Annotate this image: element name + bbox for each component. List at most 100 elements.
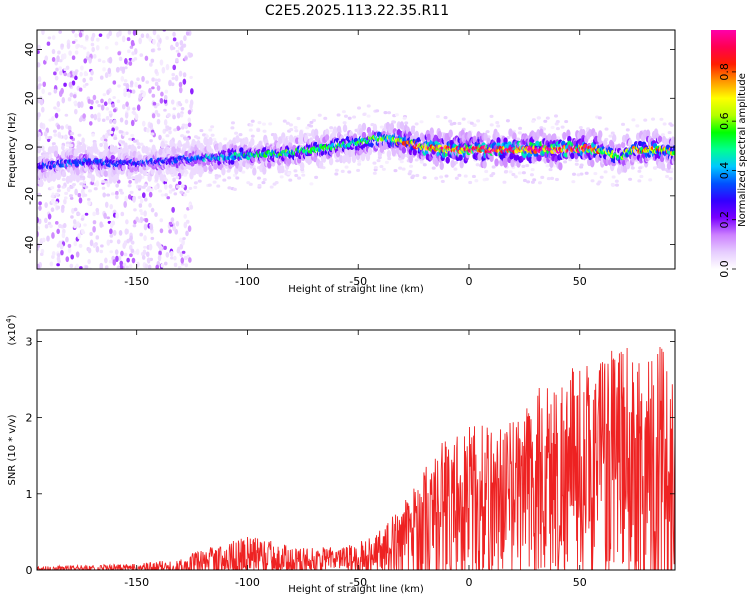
spectrogram-cell: [158, 134, 162, 141]
x-tick-label: 0: [465, 576, 472, 589]
y-tick-label: -20: [23, 187, 36, 205]
spectrogram-cell: [93, 145, 99, 154]
spectrogram-cell: [668, 122, 673, 126]
spectrogram-cell: [360, 153, 366, 162]
spectrogram-cell: [70, 254, 74, 260]
spectrogram-cell: [115, 194, 119, 200]
spectrogram-cell: [51, 56, 56, 62]
spectrogram-cell: [154, 78, 158, 82]
spectrogram-cell: [389, 122, 395, 131]
spectrogram-cell: [482, 160, 487, 169]
spectrogram-cell: [67, 243, 72, 248]
spectrogram-cell: [145, 251, 150, 257]
spectrogram-cell: [525, 163, 530, 168]
spectrogram-cell: [71, 55, 76, 61]
spectrogram-cell: [115, 190, 119, 196]
spectrogram-cell: [584, 171, 589, 175]
spectrogram-cell: [597, 180, 602, 184]
spectrogram-cell: [142, 167, 147, 177]
spectrogram-cell: [256, 128, 261, 132]
spectrogram-cell: [137, 185, 142, 189]
spectrogram-cell: [102, 192, 107, 198]
spectrogram-cell: [335, 159, 340, 163]
spectrogram-cell: [54, 221, 59, 225]
spectrogram-cell: [107, 67, 112, 75]
spectrogram-cell: [143, 210, 147, 217]
spectrogram-cell: [122, 262, 127, 267]
spectrogram-cell: [223, 137, 228, 141]
spectrogram-cell: [123, 252, 128, 257]
spectrogram-cell: [41, 237, 46, 243]
spectrogram-cell: [434, 158, 439, 167]
spectrogram-cell: [184, 171, 189, 175]
spectrogram-cell: [115, 183, 119, 188]
spectrogram-cell: [68, 50, 72, 56]
spectrogram-cell: [102, 93, 107, 97]
spectrogram-cell: [99, 249, 104, 254]
spectrogram-cell: [440, 179, 445, 184]
y-tick-label: 20: [23, 91, 36, 105]
spectrogram-cell: [74, 39, 78, 42]
spectrogram-cell: [70, 215, 74, 219]
spectrogram-cell: [463, 174, 468, 178]
spectrogram-cell: [160, 91, 164, 97]
spectrogram-cell: [102, 67, 106, 72]
spectrogram-cell: [103, 142, 108, 151]
spectrogram-cell: [572, 172, 577, 176]
spectrogram-cell: [54, 75, 59, 81]
spectrogram-cell: [180, 184, 185, 189]
spectrogram-cell: [89, 239, 94, 247]
spectrogram-cell: [51, 251, 56, 257]
spectrogram-cell: [151, 77, 155, 82]
spectrogram-cell: [82, 77, 86, 83]
spectrogram-cell: [157, 78, 161, 83]
spectrogram-cell: [101, 186, 106, 190]
spectrogram-cell: [46, 41, 51, 46]
spectrogram-cell: [124, 195, 128, 202]
spectrogram-cell: [74, 50, 79, 55]
spectrogram-cell: [139, 142, 144, 146]
spectrogram-cell: [536, 116, 541, 120]
spectrogram-cell: [53, 133, 58, 137]
spectrogram-cell: [494, 158, 499, 167]
spectrogram-cell: [96, 37, 100, 42]
spectrogram-cell: [141, 185, 146, 189]
spectrogram-cell: [185, 140, 190, 149]
spectrogram-cell: [387, 111, 392, 115]
spectrogram-cell: [289, 128, 294, 132]
spectrogram-cell: [130, 119, 135, 127]
spectrogram-cell: [61, 145, 65, 151]
snr-x-label: Height of straight line (km): [288, 584, 424, 595]
spectrogram-cell: [148, 87, 152, 94]
spectrogram-cell: [81, 184, 86, 188]
spectrogram-cell: [104, 180, 109, 184]
spectrogram-cell: [135, 248, 140, 256]
spectrogram-cell: [268, 122, 273, 126]
spectrogram-cell: [346, 155, 352, 164]
spectrogram-cell: [133, 57, 138, 61]
spectrogram-cell: [235, 176, 240, 180]
spectrogram-cell: [496, 137, 501, 144]
spectrogram-cell: [38, 178, 44, 187]
spectrogram-cell: [37, 75, 42, 83]
spectrogram-cell: [123, 79, 128, 83]
spectrogram-cell: [136, 261, 140, 268]
spectrogram-cell: [168, 130, 172, 135]
spectrogram-cell: [155, 264, 160, 269]
spectrogram-cell: [516, 137, 521, 141]
spectrogram-cell: [76, 221, 80, 228]
spectrogram-cell: [73, 223, 77, 229]
spectrogram-cell: [108, 175, 113, 184]
spectrogram-cell: [181, 123, 186, 127]
spectrogram-cell: [597, 116, 602, 120]
spectrogram-cell: [148, 191, 153, 198]
spectrogram-cell: [82, 180, 87, 184]
spectrogram-cell: [51, 116, 55, 122]
chart-title: C2E5.2025.113.22.35.R11: [265, 3, 449, 19]
spectrogram-cell: [323, 116, 328, 120]
spectrogram-cell: [95, 207, 100, 213]
spectrogram-cell: [37, 134, 40, 138]
spectrogram-cell: [502, 180, 507, 184]
spectrogram-cell: [109, 118, 113, 124]
